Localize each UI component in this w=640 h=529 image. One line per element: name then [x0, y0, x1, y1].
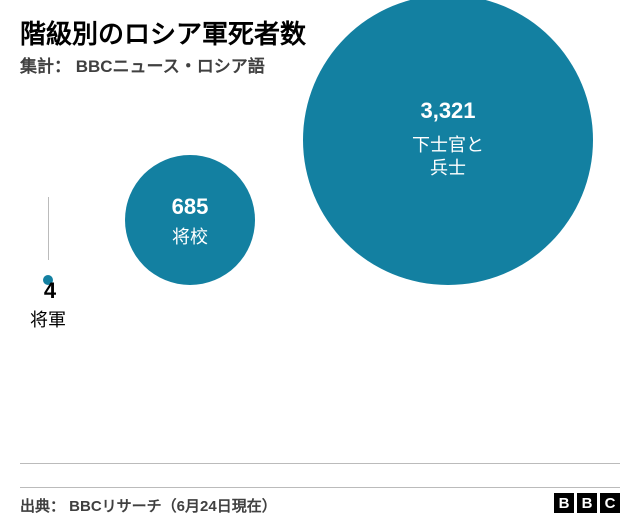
bbc-block: C	[600, 493, 620, 513]
leader-generals	[48, 197, 49, 260]
bbc-block: B	[554, 493, 574, 513]
value-generals: 4	[30, 278, 70, 304]
divider-top	[20, 463, 620, 464]
bbc-block: B	[577, 493, 597, 513]
category-nco_soldiers: 下士官と 兵士	[303, 134, 593, 179]
source-text: 出典： BBCリサーチ（6月24日現在）	[20, 495, 277, 516]
value-nco_soldiers: 3,321	[303, 98, 593, 124]
bbc-logo: BBC	[554, 493, 620, 513]
divider-bottom	[20, 487, 620, 488]
bubble-nco_soldiers: 3,321 下士官と 兵士	[303, 0, 593, 285]
category-generals: 将軍	[24, 306, 72, 332]
bubble-officers: 685 将校	[125, 155, 255, 285]
value-officers: 685	[125, 194, 255, 220]
category-officers: 将校	[125, 226, 255, 249]
bubble-chart: 4将軍 685 将校 3,321 下士官と 兵士	[0, 0, 640, 529]
